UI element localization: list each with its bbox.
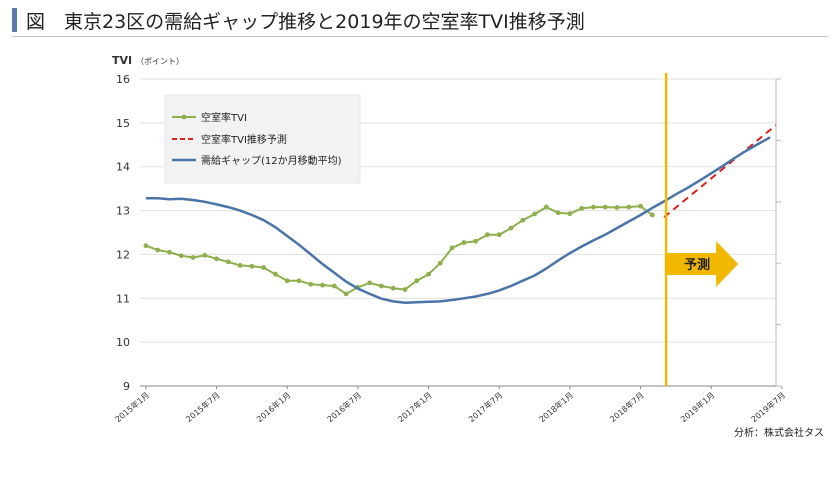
data-point (614, 205, 620, 210)
legend-marker (181, 114, 187, 120)
y-tick-label: 9 (123, 380, 130, 393)
x-tick-label: 2019年1月 (678, 390, 716, 424)
data-point (367, 280, 373, 286)
x-tick-labels: 2015年1月 2015年7月 2016年1月 2016年7月 2017年1月 2017年… (113, 386, 787, 424)
data-point (249, 263, 255, 269)
data-point (390, 285, 396, 291)
data-point (237, 262, 243, 268)
data-point (167, 249, 172, 255)
y-tick-label: 11 (116, 292, 130, 305)
data-point (402, 287, 408, 292)
data-point (543, 204, 549, 210)
data-point (178, 253, 184, 259)
data-point (591, 204, 596, 210)
data-point (520, 217, 526, 223)
forecast-arrow (666, 241, 739, 287)
data-point (225, 259, 231, 265)
data-point (202, 252, 208, 258)
y-tick-label: 15 (116, 117, 130, 130)
data-point (379, 283, 384, 289)
series-line-dashed (663, 124, 777, 218)
data-point (143, 243, 149, 249)
data-point (567, 211, 573, 217)
y-axis-unit: （ポイント） (136, 57, 184, 66)
data-point (532, 211, 537, 217)
data-point (485, 232, 490, 238)
data-point (414, 278, 420, 284)
data-point (308, 281, 314, 287)
x-tick-label: 2017年7月 (466, 390, 504, 424)
data-point (555, 210, 561, 216)
x-tick-label: 2018年1月 (537, 390, 575, 424)
x-tick-label: 2016年1月 (254, 390, 292, 424)
data-point (473, 238, 479, 244)
data-point (155, 247, 161, 253)
y-tick-label: 12 (116, 248, 130, 261)
y-tick-labels: 9 10 11 12 13 14 15 16 (116, 73, 130, 393)
data-point (426, 271, 431, 277)
forecast-label: 予測 (684, 257, 710, 273)
legend-box (164, 94, 361, 184)
x-tick-label: 2019年7月 (749, 390, 787, 424)
data-point (496, 232, 502, 238)
y-axis-label: TVI (112, 54, 132, 67)
data-point (320, 282, 325, 288)
title-bar: 図 東京23区の需給ギャップ推移と2019年の空室率TVI推移予測 (12, 6, 828, 37)
data-point (579, 205, 585, 211)
data-point (638, 203, 643, 209)
x-tick-label: 2015年1月 (113, 390, 151, 424)
y-tick-label: 10 (116, 336, 130, 349)
forecast-group: 予測 (664, 73, 739, 386)
data-point (214, 256, 219, 262)
y-tick-label: 14 (116, 161, 130, 174)
data-point (261, 265, 267, 270)
x-tick-label: 2016年7月 (325, 390, 363, 424)
legend-label: 空室率TVI推移予測 (201, 133, 287, 146)
x-tick-label: 2018年7月 (608, 390, 646, 424)
data-point (331, 283, 337, 289)
data-point (602, 204, 608, 210)
data-point (273, 271, 278, 277)
data-point (649, 212, 655, 218)
data-point (449, 245, 455, 251)
y-tick-label: 16 (116, 73, 130, 86)
data-point (626, 204, 632, 210)
legend-label: 空室率TVI (201, 111, 247, 124)
data-point (461, 240, 467, 245)
x-tick-label: 2015年7月 (184, 390, 222, 424)
data-point (296, 278, 302, 284)
data-point (343, 291, 349, 297)
page-title: 図 東京23区の需給ギャップ推移と2019年の空室率TVI推移予測 (26, 11, 585, 33)
x-tick-label: 2017年1月 (396, 390, 434, 424)
y-tick-label: 13 (116, 205, 130, 218)
data-point (284, 278, 290, 284)
data-point (190, 255, 196, 260)
source-credit: 分析：株式会社タス (734, 428, 824, 439)
data-point (437, 260, 443, 266)
legend-label: 需給ギャップ(12か月移動平均) (201, 154, 342, 167)
title-accent-bar (12, 8, 17, 32)
data-point (508, 225, 514, 231)
right-axis (775, 78, 781, 387)
